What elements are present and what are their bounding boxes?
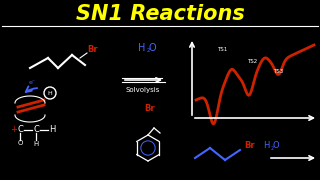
Text: H: H: [263, 141, 269, 150]
Text: TS3: TS3: [273, 69, 283, 74]
Text: e⁻: e⁻: [28, 80, 36, 85]
Text: H: H: [138, 43, 146, 53]
Text: +: +: [11, 125, 17, 134]
Text: 2: 2: [270, 145, 274, 150]
Text: O: O: [273, 141, 279, 150]
Text: C: C: [17, 125, 23, 134]
Text: Br: Br: [145, 103, 155, 112]
Text: Solvolysis: Solvolysis: [126, 87, 160, 93]
Text: C: C: [33, 125, 39, 134]
Text: Br: Br: [87, 45, 98, 54]
Text: TS2: TS2: [247, 59, 257, 64]
Text: O: O: [148, 43, 156, 53]
Text: H: H: [49, 125, 55, 134]
Text: Br: Br: [244, 141, 255, 150]
Text: TS1: TS1: [217, 47, 227, 52]
Text: H: H: [33, 141, 39, 147]
Text: H: H: [48, 91, 52, 96]
Text: SN1 Reactions: SN1 Reactions: [76, 4, 244, 24]
Text: 2: 2: [146, 48, 150, 53]
Text: O: O: [17, 140, 23, 146]
